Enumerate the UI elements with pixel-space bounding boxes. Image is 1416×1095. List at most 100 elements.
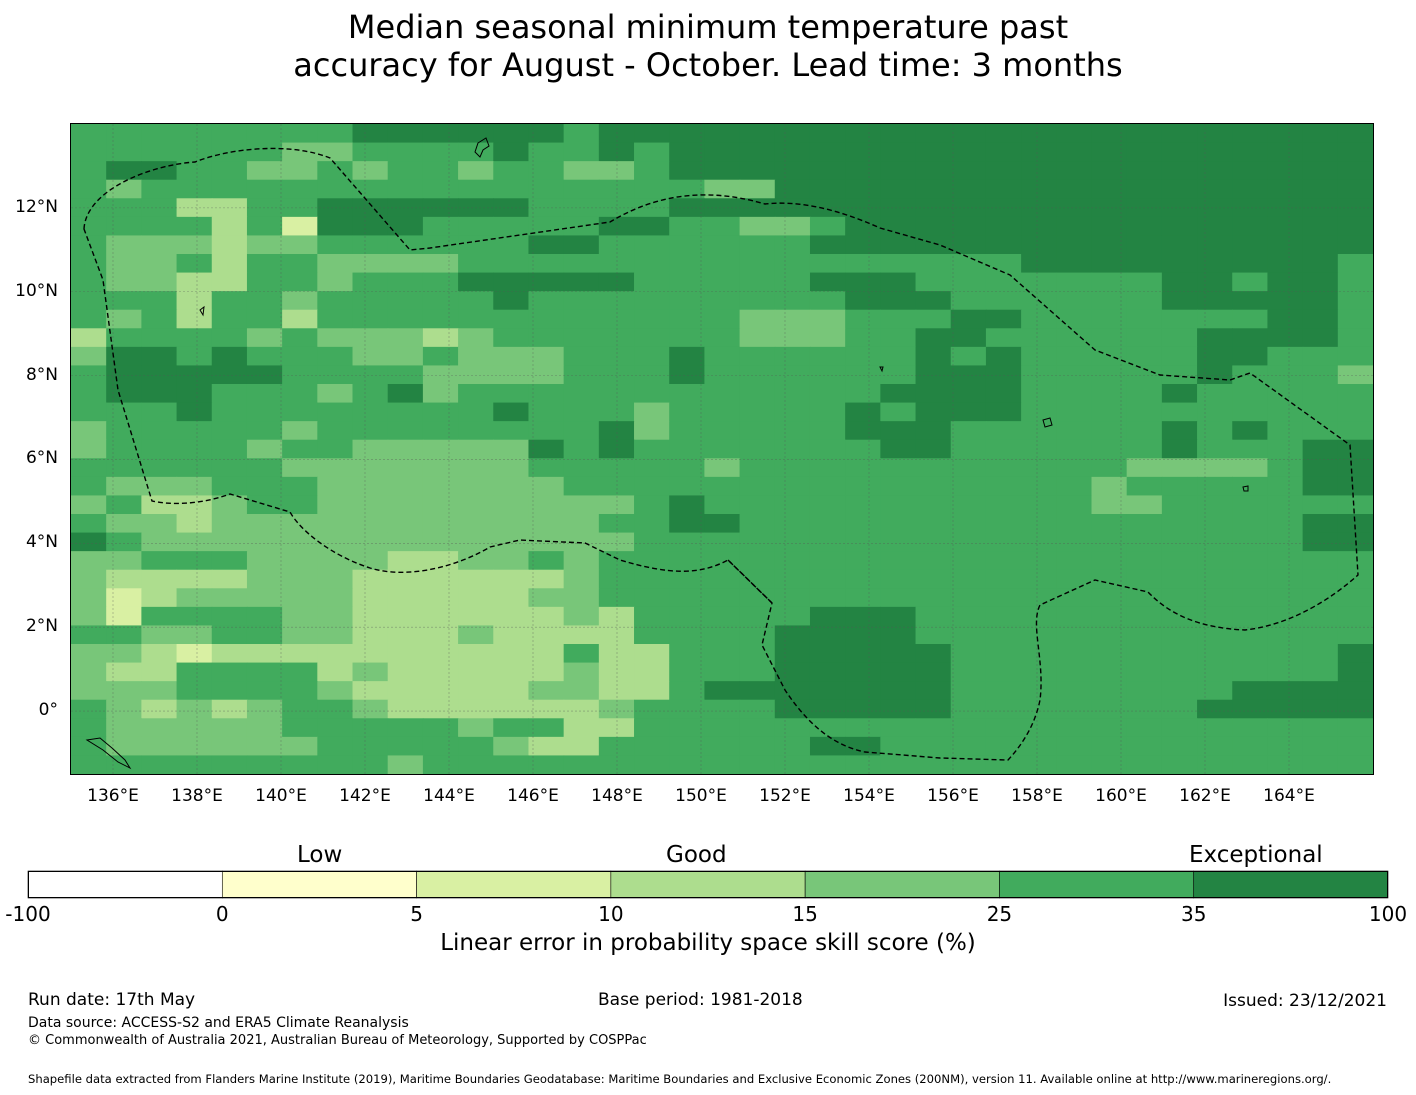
grid-cell	[317, 235, 354, 255]
grid-cell	[282, 625, 318, 645]
grid-cell	[422, 588, 459, 608]
longitude-label: 150°E	[675, 786, 727, 806]
grid-cell	[1197, 755, 1233, 775]
grid-cell	[704, 198, 741, 218]
colorbar-tick-label: 35	[1180, 902, 1207, 926]
grid-cell	[352, 365, 389, 385]
grid-cell	[1021, 606, 1057, 627]
grid-cell	[141, 124, 178, 144]
grid-cell	[352, 569, 389, 589]
grid-cell	[1197, 272, 1233, 292]
grid-cell	[915, 495, 952, 515]
grid-cell	[880, 384, 917, 404]
grid-cell	[669, 384, 706, 404]
grid-cell	[880, 588, 917, 608]
grid-cell	[985, 699, 1022, 719]
grid-cell	[634, 235, 670, 255]
grid-cell	[317, 514, 354, 534]
grid-cell	[950, 124, 987, 144]
grid-cell	[1337, 699, 1374, 719]
grid-cell	[809, 402, 846, 422]
grid-cell	[1232, 681, 1269, 701]
grid-cell	[71, 662, 107, 682]
grid-cell	[809, 328, 846, 348]
grid-cell	[141, 179, 178, 199]
grid-cell	[493, 254, 530, 274]
grid-cell	[106, 384, 142, 404]
grid-cell	[387, 588, 424, 608]
grid-cell	[176, 384, 213, 404]
grid-cell	[211, 365, 248, 385]
grid-cell	[598, 272, 635, 292]
grid-cell	[563, 588, 600, 608]
grid-cell	[246, 272, 283, 292]
grid-cell	[634, 718, 670, 738]
grid-cell	[598, 421, 635, 441]
grid-cell	[387, 235, 424, 255]
grid-cell	[1197, 551, 1233, 571]
grid-cell	[739, 124, 776, 144]
grid-cell	[915, 346, 952, 367]
grid-cell	[1161, 328, 1198, 348]
grid-cell	[422, 755, 459, 775]
grid-cell	[950, 272, 987, 292]
grid-cell	[915, 514, 952, 534]
grid-cell	[493, 161, 530, 181]
grid-cell	[246, 291, 283, 311]
grid-cell	[317, 421, 354, 441]
grid-cell	[106, 439, 142, 459]
grid-cell	[387, 254, 424, 274]
grid-cell	[493, 124, 530, 144]
grid-cell	[422, 421, 459, 441]
grid-cell	[1302, 179, 1339, 199]
grid-cell	[1267, 179, 1304, 199]
grid-cell	[458, 495, 494, 515]
grid-cell	[950, 495, 987, 515]
grid-cell	[458, 532, 494, 552]
grid-cell	[1056, 421, 1093, 441]
grid-cell	[1091, 644, 1128, 664]
grid-cell	[282, 458, 318, 478]
grid-cell	[211, 346, 248, 367]
grid-cell	[493, 328, 530, 348]
grid-cell	[458, 291, 494, 311]
grid-cell	[809, 421, 846, 441]
grid-cell	[563, 421, 600, 441]
grid-cell	[106, 365, 142, 385]
issued-date: Issued: 23/12/2021	[1223, 991, 1387, 1011]
grid-cell	[1091, 421, 1128, 441]
longitude-label: 148°E	[591, 786, 643, 806]
grid-cell	[176, 662, 213, 682]
grid-cell	[387, 216, 424, 237]
grid-cell	[282, 179, 318, 199]
grid-cell	[704, 272, 741, 292]
grid-cell	[915, 736, 952, 757]
grid-cell	[246, 458, 283, 478]
longitude-label: 152°E	[759, 786, 811, 806]
grid-cell	[1021, 272, 1057, 292]
grid-cell	[880, 328, 917, 348]
grid-cell	[634, 569, 670, 589]
grid-cell	[1337, 402, 1374, 422]
grid-cell	[1197, 328, 1233, 348]
grid-cell	[1126, 644, 1163, 664]
grid-cell	[528, 402, 565, 422]
grid-cell	[1197, 254, 1233, 274]
grid-cell	[176, 681, 213, 701]
grid-cell	[528, 161, 565, 181]
grid-cell	[1091, 662, 1128, 682]
grid-cell	[1056, 328, 1093, 348]
grid-cell	[1302, 161, 1339, 181]
grid-cell	[211, 644, 248, 664]
grid-cell	[458, 736, 494, 757]
grid-cell	[563, 198, 600, 218]
grid-cell	[774, 142, 811, 162]
grid-cell	[1126, 254, 1163, 274]
eez-boundary-split	[727, 559, 773, 604]
grid-cell	[1267, 161, 1304, 181]
grid-cell	[1197, 569, 1233, 589]
grid-cell	[352, 662, 389, 682]
grid-cell	[774, 161, 811, 181]
grid-cell	[669, 142, 706, 162]
grid-cell	[422, 142, 459, 162]
